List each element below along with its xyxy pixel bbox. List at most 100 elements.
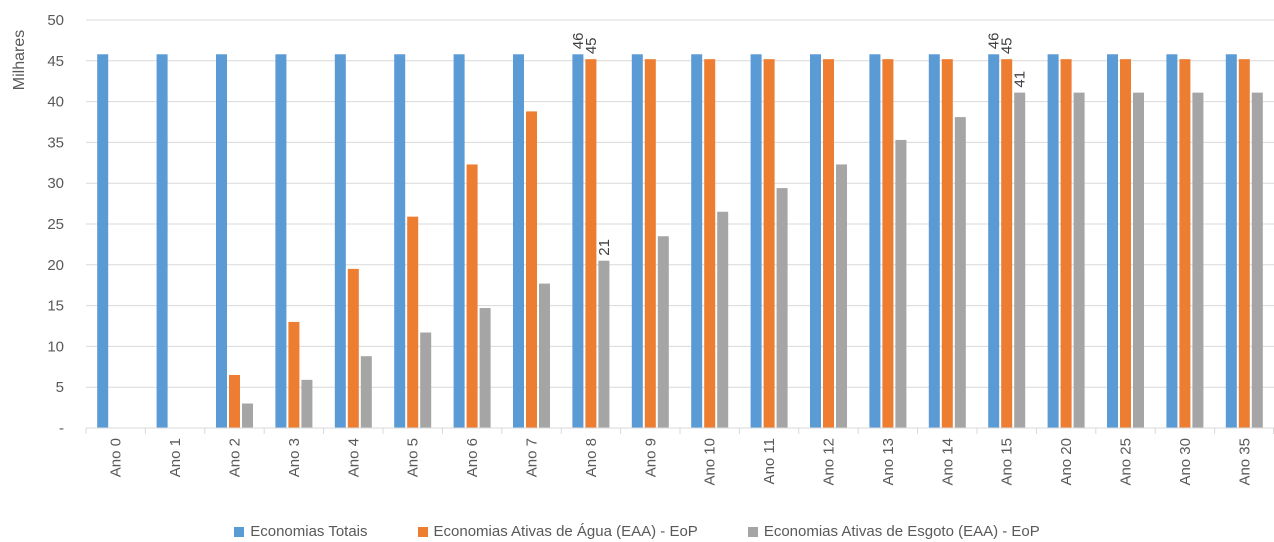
- x-tick-label: Ano 9: [642, 438, 659, 477]
- bar: [229, 374, 240, 428]
- x-tick-label: Ano 10: [702, 438, 719, 486]
- bar: [1047, 54, 1059, 428]
- x-tick-label: Ano 2: [227, 438, 244, 477]
- bar: [420, 332, 432, 428]
- x-tick-label: Ano 15: [999, 438, 1016, 486]
- bar: [763, 59, 775, 428]
- x-tick-label: Ano 11: [761, 438, 778, 484]
- legend: Economias Totais Economias Ativas de Água…: [0, 521, 1274, 542]
- bar: [750, 54, 762, 428]
- data-label: 45: [583, 37, 600, 54]
- bar: [466, 164, 478, 428]
- bar: [869, 54, 881, 428]
- x-tick-label: Ano 1: [167, 438, 184, 477]
- bar: [360, 356, 372, 428]
- x-tick-label: Ano 25: [1118, 438, 1135, 486]
- bar: [644, 59, 656, 428]
- bar: [941, 59, 953, 428]
- bar: [1060, 59, 1072, 428]
- y-tick-label: 20: [47, 257, 64, 274]
- bar: [823, 59, 834, 428]
- bar: [1179, 59, 1191, 428]
- legend-label: Economias Ativas de Água (EAA) - EoP: [433, 523, 698, 540]
- data-label: 46: [570, 33, 587, 50]
- bar: [479, 308, 491, 428]
- bar: [526, 111, 537, 428]
- y-tick-label: 30: [47, 175, 64, 192]
- y-tick-label: 25: [47, 216, 64, 233]
- x-tick-label: Ano 6: [464, 438, 481, 477]
- y-axis-label: Milhares: [11, 30, 28, 90]
- bar: [1192, 92, 1204, 429]
- y-tick-label: 50: [47, 12, 64, 29]
- x-tick-label: Ano 3: [286, 438, 303, 477]
- bar: [954, 117, 966, 428]
- x-tick-label: Ano 7: [524, 438, 541, 477]
- legend-label: Economias Ativas de Esgoto (EAA) - EoP: [763, 523, 1040, 540]
- bar: [810, 54, 821, 428]
- bar: [1238, 59, 1250, 428]
- data-label: 46: [986, 33, 1003, 50]
- bar: [572, 54, 584, 428]
- y-tick-label: 35: [47, 134, 64, 151]
- legend-item: Economias Ativas de Esgoto (EAA) - EoP: [747, 521, 1040, 542]
- bar: [156, 54, 168, 428]
- legend-swatch: [417, 526, 428, 537]
- x-tick-label: Ano 12: [821, 438, 838, 486]
- gridlines: [86, 19, 1274, 388]
- bar: [407, 216, 419, 428]
- bar: [1120, 59, 1131, 428]
- bar: [598, 260, 610, 428]
- bar: [1073, 92, 1085, 429]
- bar: [242, 403, 253, 428]
- bar: [334, 54, 346, 428]
- x-tick-label: Ano 14: [939, 438, 956, 486]
- bar: [1251, 92, 1263, 429]
- x-tick-label: Ano 5: [405, 438, 422, 477]
- x-tick-label: Ano 35: [1236, 438, 1253, 486]
- bar: [513, 54, 524, 428]
- x-tick-label: Ano 30: [1177, 438, 1194, 486]
- data-label: 45: [999, 37, 1016, 54]
- bar: [1107, 54, 1118, 428]
- bar: [1225, 54, 1237, 428]
- bar: [631, 54, 643, 428]
- bar: [347, 268, 359, 428]
- bar: [394, 54, 406, 428]
- bar: [895, 139, 907, 428]
- bars: [97, 54, 1263, 429]
- legend-label: Economias Totais: [250, 523, 368, 540]
- y-tick-label: 40: [47, 94, 64, 111]
- bar: [657, 236, 669, 428]
- legend-item: Economias Ativas de Água (EAA) - EoP: [417, 521, 698, 542]
- y-tick-label: 10: [47, 338, 64, 355]
- bar: [717, 211, 729, 428]
- axes: - 5 10 15 20 25 30 35 40 45 50 Ano 0 Ano 1 Ano 2 Ano 3…: [47, 12, 1274, 486]
- bar: [1133, 92, 1144, 429]
- bar: [704, 59, 716, 428]
- bar: [453, 54, 465, 428]
- legend-swatch: [234, 526, 245, 537]
- bar: [97, 54, 109, 428]
- bar: [691, 54, 703, 428]
- bar: [882, 59, 894, 428]
- x-tick-label: Ano 8: [583, 438, 600, 477]
- bar: [301, 379, 313, 428]
- legend-item: Economias Totais: [234, 521, 368, 542]
- x-tick-label: Ano 20: [1058, 438, 1075, 486]
- bar: [539, 283, 550, 428]
- bar: [836, 164, 847, 428]
- bar: [1166, 54, 1178, 428]
- x-tick-label: Ano 13: [880, 438, 897, 486]
- x-tick-label: Ano 4: [345, 438, 362, 477]
- bar: [928, 54, 940, 428]
- y-tick-label: -: [59, 420, 64, 437]
- x-tick-label: Ano 0: [108, 438, 125, 477]
- bar: [1001, 59, 1013, 428]
- y-tick-label: 15: [47, 298, 64, 315]
- bar: [585, 59, 597, 428]
- bar: [216, 54, 227, 428]
- bar: [776, 188, 788, 428]
